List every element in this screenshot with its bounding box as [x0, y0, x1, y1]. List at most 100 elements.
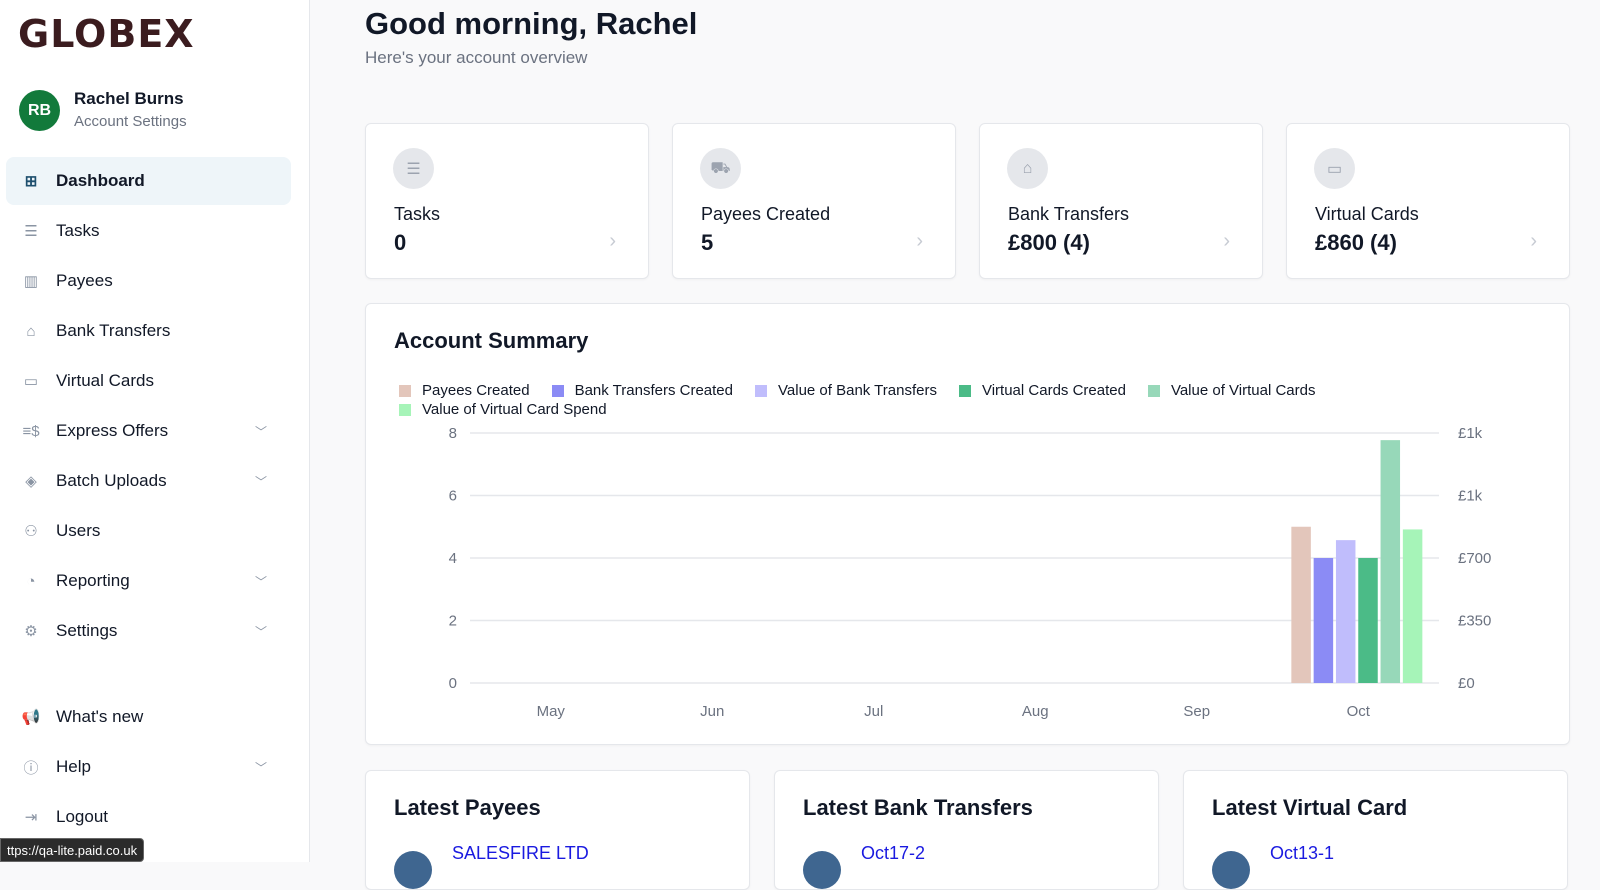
latest-card: Latest Bank Transfers Oct17-2 [774, 770, 1159, 890]
bar-payees-created[interactable] [1291, 526, 1311, 683]
legend-label: Bank Transfers Created [574, 382, 733, 399]
right-tick-label: £1k [1458, 488, 1483, 505]
status-url-tooltip: ttps://qa-lite.paid.co.uk [0, 838, 145, 862]
latest-card-title: Latest Bank Transfers [803, 795, 1033, 820]
bar-virtual-cards-created[interactable] [1358, 558, 1378, 683]
legend-item[interactable]: Payees Created [399, 382, 530, 399]
money-fast-icon: ≡$ [22, 422, 40, 440]
building-icon: ▥ [23, 273, 39, 290]
legend-item[interactable]: Value of Bank Transfers [755, 382, 937, 399]
legend-swatch [755, 384, 767, 397]
stat-card-virtual-cards[interactable]: ▭ Virtual Cards £860 (4) › [1286, 123, 1570, 279]
bank-icon: ⌂ [1007, 148, 1048, 189]
sidebar-item-logout[interactable]: ⇥ Logout [6, 793, 291, 841]
chevron-down-icon[interactable]: ﹀ [254, 760, 267, 775]
truck-icon: ⛟ [700, 148, 741, 189]
sidebar-item-help[interactable]: ⓘ Help ﹀ [6, 743, 291, 791]
chevron-down-icon[interactable]: ﹀ [254, 574, 267, 589]
user-name: Rachel Burns [74, 89, 184, 108]
globex-logo[interactable]: GLOBEX [18, 12, 195, 56]
sidebar-item-virtual-cards[interactable]: ▭ Virtual Cards [6, 357, 291, 405]
latest-item-link[interactable]: Oct13-1 [1270, 843, 1335, 863]
sidebar-item-what-s-new[interactable]: 📢 What's new [6, 693, 291, 741]
sidebar-item-tasks[interactable]: ☰ Tasks [6, 207, 291, 255]
stat-label: Virtual Cards [1315, 204, 1419, 224]
sidebar-item-label: Express Offers [56, 421, 169, 440]
stat-card-payees-created[interactable]: ⛟ Payees Created 5 › [672, 123, 956, 279]
sidebar-item-batch-uploads[interactable]: ◈ Batch Uploads ﹀ [6, 457, 291, 505]
x-tick-label: May [537, 703, 566, 720]
bar-value-of-bank-transfers[interactable] [1335, 540, 1356, 683]
sidebar-item-label: Help [56, 757, 91, 776]
help-icon: ⓘ [23, 759, 39, 777]
legend-swatch [399, 384, 411, 397]
bar-value-of-virtual-card-spend[interactable] [1402, 529, 1423, 683]
left-tick-label: 6 [449, 488, 457, 505]
bar-bank-transfers-created[interactable] [1313, 558, 1334, 683]
bar-value-of-virtual-cards[interactable] [1380, 440, 1401, 683]
chevron-down-icon[interactable]: ﹀ [254, 424, 267, 439]
latest-card: Latest Virtual Card Oct13-1 [1183, 770, 1568, 890]
chevron-right-icon[interactable]: › [1530, 230, 1537, 252]
chevron-right-icon[interactable]: › [1223, 230, 1230, 252]
account-summary-chart: 0 £0 2 £350 4 £700 6 £1k 8 £1k May Jun Jul Aug Sep Oct [449, 425, 1492, 720]
right-tick-label: £0 [1458, 675, 1475, 692]
x-tick-label: Jul [864, 703, 883, 720]
legend-label: Payees Created [422, 382, 530, 399]
stat-value: 5 [701, 230, 714, 255]
logout-icon: ⇥ [24, 809, 38, 826]
sidebar-item-users[interactable]: ⚇ Users [6, 507, 291, 555]
chevron-down-icon[interactable]: ﹀ [254, 624, 267, 639]
latest-item-link[interactable]: SALESFIRE LTD [452, 843, 589, 863]
sidebar-item-label: What's new [56, 707, 144, 726]
bank-icon: ⌂ [26, 322, 36, 340]
sidebar-item-bank-transfers[interactable]: ⌂ Bank Transfers [6, 307, 291, 355]
legend-label: Value of Virtual Card Spend [422, 401, 607, 418]
sidebar: GLOBEX RB Rachel Burns Account Settings … [0, 0, 310, 862]
legend-item[interactable]: Value of Virtual Card Spend [399, 401, 607, 418]
stat-card-bank-transfers[interactable]: ⌂ Bank Transfers £800 (4) › [979, 123, 1263, 279]
sidebar-item-reporting[interactable]: ◔ Reporting ﹀ [6, 557, 291, 605]
sidebar-item-label: Batch Uploads [56, 471, 167, 490]
sidebar-item-dashboard[interactable]: ⊞ Dashboard [6, 157, 291, 205]
chevron-down-icon[interactable]: ﹀ [254, 474, 267, 489]
legend-item[interactable]: Bank Transfers Created [551, 382, 733, 399]
chevron-right-icon[interactable]: › [609, 230, 616, 252]
legend-item[interactable]: Value of Virtual Cards [1147, 382, 1316, 399]
grid-icon: ⊞ [24, 173, 38, 190]
legend-swatch [551, 384, 564, 397]
stat-value: £800 (4) [1008, 230, 1090, 255]
sidebar-item-label: Payees [56, 271, 113, 290]
account-summary-title: Account Summary [394, 328, 589, 353]
megaphone-icon: 📢 [21, 709, 41, 726]
chart-legend: Payees Created Bank Transfers Created Valu… [399, 382, 1399, 418]
avatar[interactable]: RB [19, 90, 60, 131]
sidebar-item-label: Logout [56, 807, 108, 826]
page-title: Good morning, Rachel [365, 6, 698, 41]
item-avatar [1212, 851, 1250, 889]
stat-label: Bank Transfers [1008, 204, 1130, 224]
users-icon: ⚇ [24, 523, 38, 540]
account-settings-link[interactable]: Account Settings [74, 113, 187, 130]
x-tick-label: Sep [1183, 703, 1210, 720]
right-tick-label: £350 [1458, 613, 1491, 630]
legend-label: Value of Virtual Cards [1170, 382, 1316, 399]
latest-card-title: Latest Virtual Card [1212, 795, 1408, 820]
sidebar-item-label: Reporting [56, 571, 130, 590]
right-tick-label: £1k [1458, 425, 1483, 442]
stat-card-tasks[interactable]: ☰ Tasks 0 › [365, 123, 649, 279]
sidebar-item-express-offers[interactable]: ≡$ Express Offers ﹀ [6, 407, 291, 455]
sidebar-item-label: Users [56, 521, 101, 540]
sidebar-item-label: Dashboard [56, 171, 145, 190]
legend-item[interactable]: Virtual Cards Created [958, 382, 1126, 399]
page-subtitle: Here's your account overview [365, 48, 588, 67]
list-icon: ☰ [393, 148, 434, 189]
stat-value: 0 [394, 230, 407, 255]
item-avatar [394, 851, 432, 889]
legend-swatch [958, 384, 971, 397]
sidebar-item-payees[interactable]: ▥ Payees [6, 257, 291, 305]
legend-label: Virtual Cards Created [981, 382, 1126, 399]
sidebar-item-settings[interactable]: ⚙ Settings ﹀ [6, 607, 291, 655]
latest-item-link[interactable]: Oct17-2 [861, 843, 926, 863]
chevron-right-icon[interactable]: › [916, 230, 923, 252]
